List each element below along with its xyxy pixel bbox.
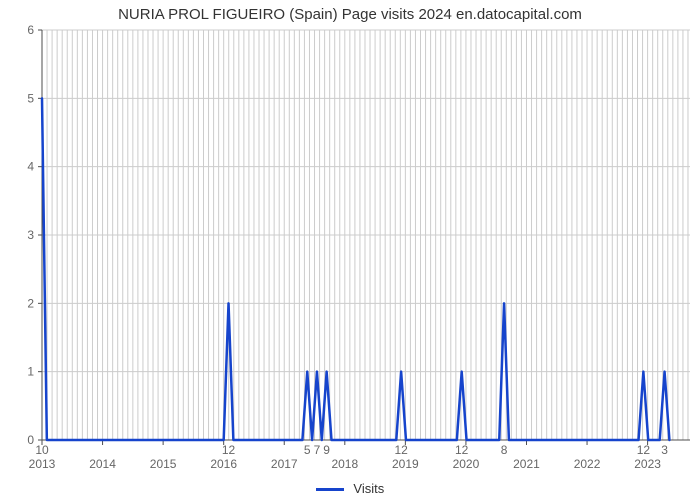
svg-text:2: 2 [27,296,34,310]
svg-text:2019: 2019 [392,457,419,471]
chart-svg: 0123456201320142015201620172018201920202… [0,0,700,500]
chart-legend: Visits [0,481,700,496]
svg-text:12: 12 [455,443,469,457]
svg-text:3: 3 [27,228,34,242]
svg-text:5: 5 [27,91,34,105]
svg-text:6: 6 [27,23,34,37]
svg-text:2020: 2020 [453,457,480,471]
visits-line-chart: NURIA PROL FIGUEIRO (Spain) Page visits … [0,0,700,500]
svg-text:12: 12 [222,443,236,457]
svg-text:2017: 2017 [271,457,298,471]
svg-text:8: 8 [501,443,508,457]
legend-label: Visits [353,481,384,496]
svg-text:2022: 2022 [574,457,601,471]
svg-text:5: 5 [304,443,311,457]
svg-text:1: 1 [27,365,34,379]
svg-text:2014: 2014 [89,457,116,471]
legend-swatch [316,488,344,491]
svg-text:0: 0 [27,433,34,447]
svg-text:9: 9 [323,443,330,457]
svg-text:2018: 2018 [331,457,358,471]
svg-text:10: 10 [35,443,49,457]
svg-text:4: 4 [27,160,34,174]
svg-text:7: 7 [314,443,321,457]
svg-text:2023: 2023 [634,457,661,471]
svg-text:2016: 2016 [210,457,237,471]
svg-text:2015: 2015 [150,457,177,471]
svg-text:2021: 2021 [513,457,540,471]
svg-text:12: 12 [637,443,651,457]
svg-text:12: 12 [394,443,408,457]
chart-title: NURIA PROL FIGUEIRO (Spain) Page visits … [0,6,700,23]
svg-text:3: 3 [661,443,668,457]
svg-text:2013: 2013 [29,457,56,471]
